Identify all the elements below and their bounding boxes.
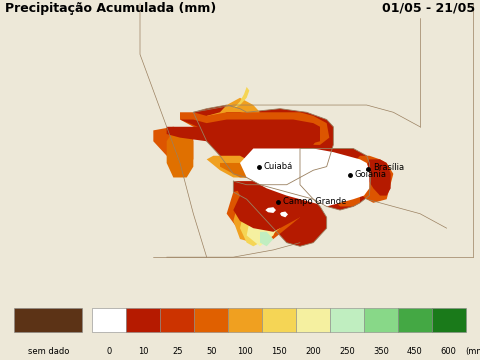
Polygon shape <box>353 156 393 203</box>
Polygon shape <box>300 148 371 210</box>
Polygon shape <box>233 195 287 243</box>
FancyBboxPatch shape <box>126 308 160 332</box>
Polygon shape <box>180 120 320 145</box>
FancyBboxPatch shape <box>228 308 262 332</box>
Text: Cuiabá: Cuiabá <box>264 162 293 171</box>
Polygon shape <box>227 87 249 112</box>
Text: 01/05 - 21/05: 01/05 - 21/05 <box>382 2 475 15</box>
Polygon shape <box>333 195 360 206</box>
Text: 450: 450 <box>407 347 422 356</box>
FancyBboxPatch shape <box>14 308 82 332</box>
Text: Campo Grande: Campo Grande <box>283 197 347 206</box>
Polygon shape <box>180 112 329 145</box>
Polygon shape <box>153 127 193 167</box>
Polygon shape <box>167 127 320 148</box>
Polygon shape <box>227 188 300 239</box>
Polygon shape <box>207 156 253 177</box>
Polygon shape <box>265 207 276 213</box>
FancyBboxPatch shape <box>330 308 364 332</box>
Polygon shape <box>247 203 280 246</box>
Text: Goiânia: Goiânia <box>355 170 387 179</box>
Text: Precipitação Acumulada (mm): Precipitação Acumulada (mm) <box>5 2 216 15</box>
Text: 50: 50 <box>206 347 216 356</box>
Polygon shape <box>193 105 333 185</box>
Polygon shape <box>367 159 391 195</box>
Text: 600: 600 <box>441 347 456 356</box>
Text: 25: 25 <box>172 347 182 356</box>
Polygon shape <box>207 98 260 120</box>
Polygon shape <box>260 232 273 246</box>
Polygon shape <box>220 163 249 177</box>
Polygon shape <box>240 199 287 246</box>
Polygon shape <box>167 130 193 177</box>
Text: 0: 0 <box>107 347 112 356</box>
FancyBboxPatch shape <box>432 308 466 332</box>
FancyBboxPatch shape <box>364 308 398 332</box>
Text: sem dado: sem dado <box>28 347 69 356</box>
Text: 200: 200 <box>305 347 321 356</box>
Text: 350: 350 <box>373 347 389 356</box>
FancyBboxPatch shape <box>93 308 126 332</box>
Text: 10: 10 <box>138 347 149 356</box>
Text: Brasília: Brasília <box>372 163 404 172</box>
Polygon shape <box>280 212 288 217</box>
Text: (mm): (mm) <box>466 347 480 356</box>
FancyBboxPatch shape <box>296 308 330 332</box>
FancyBboxPatch shape <box>194 308 228 332</box>
Polygon shape <box>233 181 327 246</box>
Text: 250: 250 <box>339 347 355 356</box>
Polygon shape <box>240 148 369 206</box>
FancyBboxPatch shape <box>398 308 432 332</box>
Polygon shape <box>233 192 307 232</box>
FancyBboxPatch shape <box>262 308 296 332</box>
FancyBboxPatch shape <box>160 308 194 332</box>
Text: 150: 150 <box>271 347 287 356</box>
Text: 100: 100 <box>237 347 253 356</box>
Polygon shape <box>233 181 300 206</box>
